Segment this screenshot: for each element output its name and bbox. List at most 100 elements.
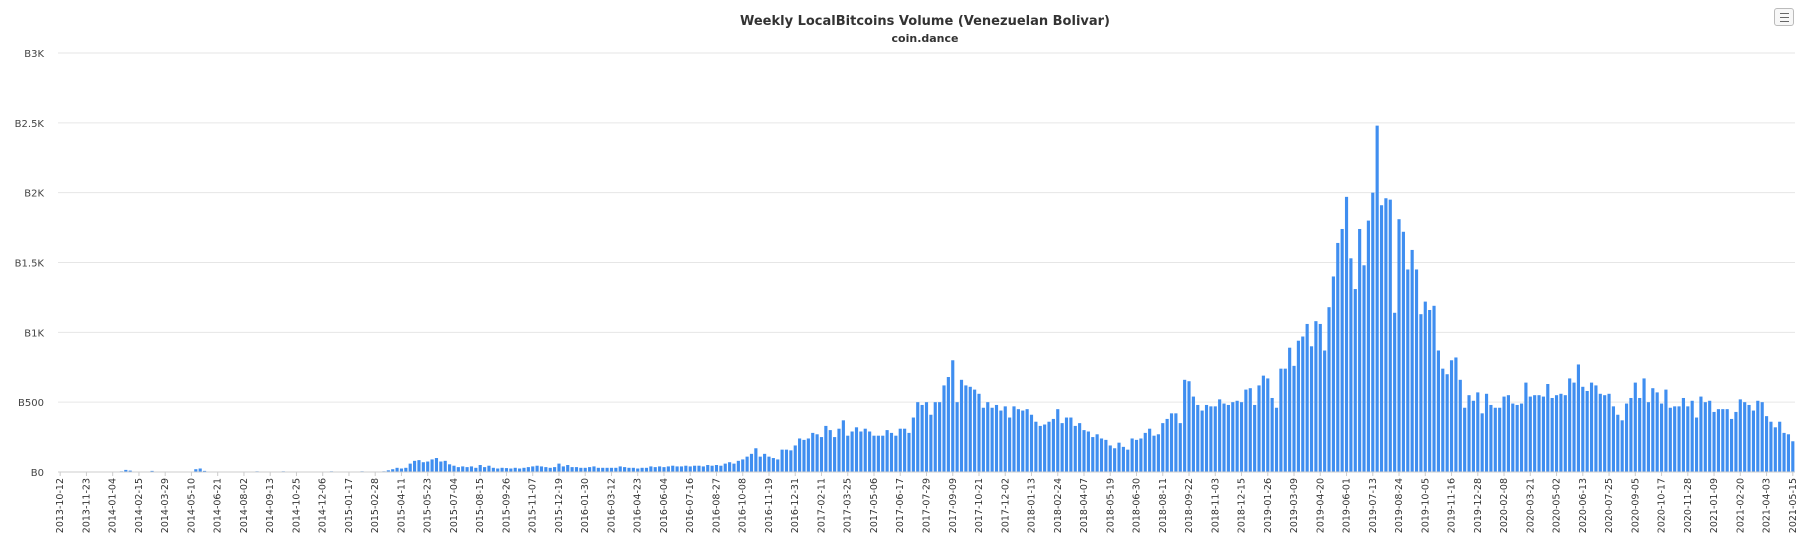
bar[interactable] [1502,396,1506,472]
bar[interactable] [1585,390,1589,472]
bar[interactable] [1038,425,1042,472]
bar[interactable] [1327,307,1331,472]
bar[interactable] [697,465,701,472]
bar[interactable] [662,467,666,472]
bar[interactable] [968,386,972,472]
bar[interactable] [644,467,649,472]
bar[interactable] [1699,396,1703,472]
bar[interactable] [1493,407,1497,472]
bar[interactable] [1489,404,1493,472]
bar[interactable] [1747,404,1751,472]
bar[interactable] [1778,421,1782,472]
bar[interactable] [1419,314,1423,472]
bar[interactable] [1235,400,1239,472]
bar[interactable] [1589,382,1594,472]
bar[interactable] [1051,418,1055,472]
bar[interactable] [631,467,635,472]
bar[interactable] [1086,431,1090,473]
bar[interactable] [1554,395,1559,472]
bar[interactable] [526,467,530,472]
bar[interactable] [828,430,832,472]
bar[interactable] [1091,437,1095,472]
bar[interactable] [1244,389,1248,472]
bar[interactable] [1782,432,1786,472]
bar[interactable] [1314,321,1318,472]
bar[interactable] [1126,449,1130,472]
bar[interactable] [990,407,994,472]
bar[interactable] [553,467,557,472]
bar[interactable] [1257,385,1261,472]
bar[interactable] [868,431,872,473]
bar[interactable] [964,385,968,472]
bar[interactable] [623,467,627,472]
bar[interactable] [837,428,841,472]
bar[interactable] [1121,446,1125,472]
bar[interactable] [916,402,920,472]
bar[interactable] [1047,421,1051,472]
bar[interactable] [1410,249,1414,472]
bar[interactable] [1673,406,1677,472]
bar[interactable] [1449,360,1454,472]
bar[interactable] [1458,379,1462,472]
bar[interactable] [1108,445,1112,472]
bar[interactable] [1471,400,1475,472]
bar[interactable] [614,467,618,472]
bar[interactable] [504,468,509,472]
bar[interactable] [671,465,675,472]
bar[interactable] [1213,406,1217,472]
bar[interactable] [973,389,977,472]
bar[interactable] [1620,420,1624,472]
bar[interactable] [522,467,526,472]
bar[interactable] [688,466,692,472]
bar[interactable] [767,456,771,472]
bar[interactable] [666,466,670,472]
bar[interactable] [955,402,959,472]
bar[interactable] [1756,400,1760,472]
bar[interactable] [1073,425,1077,472]
bar[interactable] [509,468,513,472]
bar[interactable] [1331,276,1335,472]
bar[interactable] [728,462,732,472]
bar[interactable] [898,428,902,472]
bar[interactable] [1598,393,1602,472]
bar[interactable] [203,470,207,472]
bar[interactable] [1292,365,1296,472]
bar[interactable] [1043,424,1047,472]
bar[interactable] [483,467,487,472]
bar[interactable] [1113,448,1117,472]
bar[interactable] [1064,417,1069,472]
bar[interactable] [894,435,898,472]
bar[interactable] [889,432,894,472]
bar[interactable] [1218,399,1222,472]
bar[interactable] [819,437,824,472]
bar[interactable] [1095,434,1099,472]
bar[interactable] [1318,323,1322,472]
bar[interactable] [1664,389,1668,472]
bar[interactable] [793,445,797,472]
bar[interactable] [1222,403,1226,472]
bar[interactable] [465,467,469,472]
bar[interactable] [942,385,946,472]
bar[interactable] [780,449,784,472]
bar[interactable] [1406,269,1410,472]
bar[interactable] [1616,414,1620,472]
bar[interactable] [1528,396,1532,472]
bar[interactable] [719,465,723,472]
bar[interactable] [1445,374,1449,472]
bar[interactable] [1436,350,1440,472]
bar[interactable] [653,467,657,472]
bar[interactable] [1362,265,1366,472]
bar[interactable] [1738,399,1742,472]
bar[interactable] [1016,409,1020,472]
bar[interactable] [456,467,460,472]
bar[interactable] [1568,378,1572,472]
bar[interactable] [194,469,198,472]
bar[interactable] [999,410,1003,472]
bar[interactable] [1183,379,1187,472]
bar[interactable] [981,407,985,472]
bar[interactable] [1139,438,1143,472]
bar[interactable] [784,449,789,472]
bar[interactable] [1344,196,1349,473]
bar[interactable] [128,470,132,472]
bar[interactable] [1384,198,1388,472]
